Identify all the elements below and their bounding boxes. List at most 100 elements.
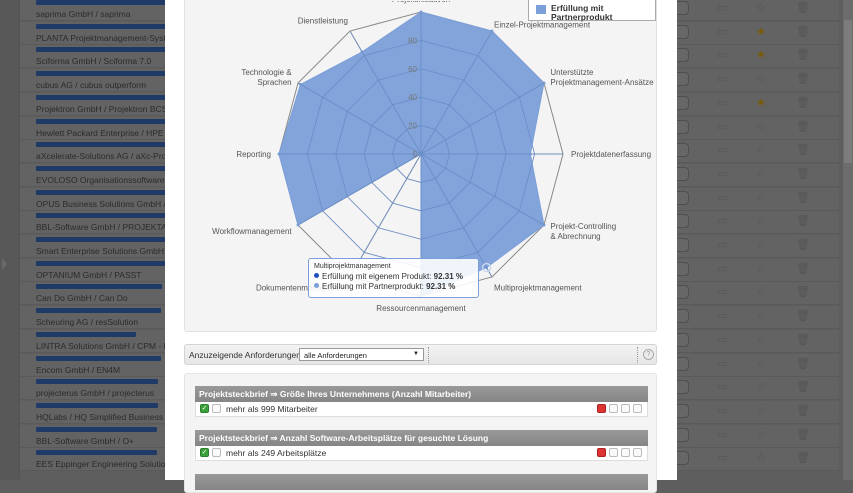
option-checkbox[interactable] xyxy=(633,404,642,413)
vendor-name[interactable]: LINTRA Solutions GmbH / CPM - Projekt xyxy=(36,340,190,351)
comment-icon[interactable]: ▭ xyxy=(717,286,728,299)
vendor-name[interactable]: EES Eppinger Engineering Solutions Gm xyxy=(36,459,191,470)
comment-icon[interactable]: ▭ xyxy=(717,49,728,62)
vendor-name[interactable]: EVOLOSO Organisationssoftware & Con xyxy=(36,174,191,185)
star-icon[interactable]: ☆ xyxy=(756,120,766,133)
option-checkbox[interactable] xyxy=(621,448,630,457)
option-checkbox[interactable] xyxy=(609,448,618,457)
vendor-row[interactable]: EES Eppinger Engineering Solutions Gm xyxy=(20,448,191,472)
star-icon[interactable]: ☆ xyxy=(756,452,766,465)
vendor-row[interactable]: Hewlett Packard Enterprise / HPE Projec xyxy=(20,116,190,140)
vendor-name[interactable]: aXcelerate-Solutions AG / aXc-Project xyxy=(36,151,180,162)
comment-icon[interactable]: ▭ xyxy=(717,215,728,228)
trash-icon[interactable]: 🗑 xyxy=(796,286,810,299)
comment-icon[interactable]: ▭ xyxy=(717,96,728,109)
comment-icon[interactable]: ▭ xyxy=(717,25,728,38)
vendor-row[interactable]: OPUS Business Solutions GmbH / KLUS xyxy=(20,187,190,211)
vendor-row[interactable]: saprima GmbH / saprima xyxy=(20,0,170,21)
vendor-name[interactable]: OPUS Business Solutions GmbH / KLUS xyxy=(36,198,191,209)
star-icon[interactable]: ☆ xyxy=(756,404,766,417)
vendor-name[interactable]: saprima GmbH / saprima xyxy=(36,9,131,19)
star-icon[interactable]: ☆ xyxy=(756,262,766,275)
vendor-row[interactable]: LINTRA Solutions GmbH / CPM - Projekt xyxy=(20,329,190,353)
vendor-row[interactable]: EVOLOSO Organisationssoftware & Con xyxy=(20,163,191,187)
comment-icon[interactable]: ▭ xyxy=(717,144,728,157)
star-icon[interactable]: ☆ xyxy=(756,167,766,180)
pdf-icon[interactable] xyxy=(597,448,606,457)
star-icon[interactable]: ☆ xyxy=(756,333,766,346)
vendor-name[interactable]: Can Do GmbH / Can Do xyxy=(36,293,128,304)
option-checkbox[interactable] xyxy=(621,404,630,413)
vendor-row[interactable]: Smart Enterprise Solutions GmbH / Smar xyxy=(20,235,191,258)
trash-icon[interactable]: 🗑 xyxy=(796,2,810,14)
expand-arrow-icon[interactable] xyxy=(2,258,7,270)
vendor-name[interactable]: cubus AG / cubus outperform xyxy=(36,80,147,91)
trash-icon[interactable]: 🗑 xyxy=(796,310,810,323)
vendor-row[interactable]: Can Do GmbH / Can Do xyxy=(20,282,170,306)
star-icon[interactable]: ★ xyxy=(756,96,766,109)
star-icon[interactable]: ★ xyxy=(756,25,766,38)
fulfilled-checkbox[interactable]: ✓ xyxy=(200,404,209,413)
trash-icon[interactable]: 🗑 xyxy=(796,73,810,86)
vendor-name[interactable]: Encom GmbH / EN4M xyxy=(36,364,121,375)
trash-icon[interactable]: 🗑 xyxy=(796,215,810,228)
star-icon[interactable]: ☆ xyxy=(756,381,766,394)
trash-icon[interactable]: 🗑 xyxy=(796,381,810,394)
trash-icon[interactable]: 🗑 xyxy=(796,191,810,204)
comment-icon[interactable]: ▭ xyxy=(717,167,728,180)
trash-icon[interactable]: 🗑 xyxy=(796,357,810,370)
star-icon[interactable]: ☆ xyxy=(756,73,766,86)
vendor-name[interactable]: BBL-Software GmbH / PROJEKTA xyxy=(36,222,167,233)
comment-icon[interactable]: ▭ xyxy=(717,2,728,14)
vendor-name[interactable]: Projektron GmbH / Projektron BCS xyxy=(36,103,168,114)
vendor-row[interactable]: Sciforma GmbH / Sciforma 7.0 xyxy=(20,45,170,69)
vendor-name[interactable]: BBL-Software GmbH / O+ xyxy=(36,435,135,446)
vendor-row[interactable]: BBL-Software GmbH / O+ xyxy=(20,424,170,448)
vendor-row[interactable]: BBL-Software GmbH / PROJEKTA xyxy=(20,211,170,235)
vendor-name[interactable]: OPTANIUM GmbH / PASST xyxy=(36,269,142,280)
vendor-name[interactable]: PLANTA Projektmanagement-Systeme G xyxy=(36,32,192,43)
comment-icon[interactable]: ▭ xyxy=(717,357,728,370)
partner-checkbox[interactable] xyxy=(212,448,221,457)
star-icon[interactable]: ☆ xyxy=(756,310,766,323)
vendor-row[interactable]: Encom GmbH / EN4M xyxy=(20,353,170,377)
help-icon[interactable]: ? xyxy=(643,349,654,360)
vendor-name[interactable]: Scheuring AG / resSolution xyxy=(36,317,139,328)
trash-icon[interactable]: 🗑 xyxy=(796,452,810,465)
trash-icon[interactable]: 🗑 xyxy=(796,428,810,441)
vendor-name[interactable]: Sciforma GmbH / Sciforma 7.0 xyxy=(36,56,152,67)
vendor-name[interactable]: HQLabs / HQ Simplified Business (Projek xyxy=(36,411,193,422)
option-checkbox[interactable] xyxy=(633,448,642,457)
comment-icon[interactable]: ▭ xyxy=(717,404,728,417)
vendor-name[interactable]: Smart Enterprise Solutions GmbH / Smar xyxy=(36,246,192,256)
trash-icon[interactable]: 🗑 xyxy=(796,120,810,133)
vendor-row[interactable]: projecterus GmbH / projecterus xyxy=(20,377,170,401)
star-icon[interactable]: ☆ xyxy=(756,357,766,370)
trash-icon[interactable]: 🗑 xyxy=(796,49,810,62)
option-checkbox[interactable] xyxy=(609,404,618,413)
vendor-name[interactable]: projecterus GmbH / projecterus xyxy=(36,388,155,399)
legend-label[interactable]: Erfüllung mit Partnerprodukt xyxy=(551,3,613,22)
comment-icon[interactable]: ▭ xyxy=(717,120,728,133)
fulfilled-checkbox[interactable]: ✓ xyxy=(200,448,209,457)
vendor-row[interactable]: cubus AG / cubus outperform xyxy=(20,69,170,93)
trash-icon[interactable]: 🗑 xyxy=(796,404,810,417)
trash-icon[interactable]: 🗑 xyxy=(796,144,810,157)
page-scrollbar[interactable] xyxy=(843,0,853,480)
vendor-name[interactable]: Hewlett Packard Enterprise / HPE Projec xyxy=(36,127,191,138)
comment-icon[interactable]: ▭ xyxy=(717,262,728,275)
comment-icon[interactable]: ▭ xyxy=(717,333,728,346)
scrollbar-thumb[interactable] xyxy=(844,20,852,163)
vendor-row[interactable]: Scheuring AG / resSolution xyxy=(20,306,170,330)
vendor-row[interactable]: HQLabs / HQ Simplified Business (Projek xyxy=(20,400,192,424)
vendor-row[interactable]: OPTANIUM GmbH / PASST xyxy=(20,258,170,282)
trash-icon[interactable]: 🗑 xyxy=(796,262,810,275)
trash-icon[interactable]: 🗑 xyxy=(796,239,810,251)
star-icon[interactable]: ☆ xyxy=(756,239,766,251)
comment-icon[interactable]: ▭ xyxy=(717,239,728,251)
comment-icon[interactable]: ▭ xyxy=(717,191,728,204)
comment-icon[interactable]: ▭ xyxy=(717,428,728,441)
partner-checkbox[interactable] xyxy=(212,404,221,413)
trash-icon[interactable]: 🗑 xyxy=(796,96,810,109)
pdf-icon[interactable] xyxy=(597,404,606,413)
